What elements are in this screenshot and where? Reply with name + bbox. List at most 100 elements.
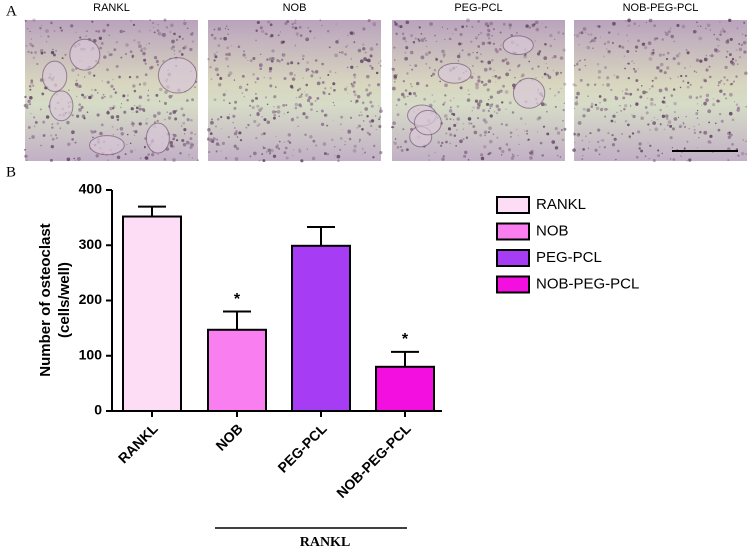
cell xyxy=(138,30,141,33)
cell xyxy=(433,68,437,72)
cell xyxy=(547,75,552,80)
cell xyxy=(727,159,730,162)
cell xyxy=(524,130,526,132)
osteoclast xyxy=(157,57,198,94)
cell xyxy=(247,123,249,125)
cell xyxy=(261,116,263,118)
cell xyxy=(449,99,452,102)
cell xyxy=(491,35,493,37)
cell xyxy=(656,37,659,40)
cell xyxy=(299,94,303,98)
cell xyxy=(76,85,79,88)
cell xyxy=(305,67,309,72)
cell xyxy=(234,127,236,129)
cell xyxy=(137,41,141,45)
cell xyxy=(163,157,167,161)
cell xyxy=(352,148,357,153)
cell xyxy=(414,64,418,68)
cell xyxy=(71,114,74,117)
cell xyxy=(291,23,294,26)
cell xyxy=(573,107,575,110)
cell xyxy=(101,80,103,82)
cell xyxy=(535,21,537,23)
y-tick-label: 300 xyxy=(79,236,103,252)
cell xyxy=(535,77,537,79)
cell xyxy=(709,29,712,31)
cell xyxy=(586,108,591,113)
cell xyxy=(347,129,349,131)
cell xyxy=(563,127,567,131)
cell xyxy=(102,93,105,96)
cell xyxy=(719,30,723,34)
cell xyxy=(306,61,309,64)
cell xyxy=(86,111,89,114)
cell xyxy=(26,159,28,161)
cell xyxy=(441,49,445,54)
cell xyxy=(595,106,600,111)
cell xyxy=(559,156,562,158)
cell xyxy=(448,109,453,113)
cell xyxy=(575,84,577,87)
cell xyxy=(683,147,686,150)
cell xyxy=(494,48,498,52)
cell xyxy=(467,52,471,57)
cell xyxy=(41,92,45,96)
cell xyxy=(420,38,425,43)
cell xyxy=(280,31,282,33)
cell xyxy=(374,115,377,117)
cell xyxy=(164,118,166,121)
cell xyxy=(486,42,489,44)
cell xyxy=(425,84,429,87)
cell xyxy=(263,146,266,150)
cell xyxy=(267,148,272,153)
cell xyxy=(674,111,676,113)
cell xyxy=(278,140,281,143)
micrograph xyxy=(206,19,383,163)
cell xyxy=(298,87,302,91)
cell xyxy=(120,56,123,59)
cell xyxy=(423,97,427,101)
cell xyxy=(166,111,169,113)
cell xyxy=(590,40,593,42)
cell xyxy=(249,114,252,116)
cell xyxy=(480,53,482,55)
cell xyxy=(626,50,630,53)
cell xyxy=(359,59,364,64)
cell xyxy=(663,96,666,99)
cell xyxy=(97,30,101,33)
cell xyxy=(561,138,565,142)
cell xyxy=(186,118,190,122)
cell xyxy=(651,120,653,122)
cell xyxy=(33,116,36,119)
cell xyxy=(316,110,318,113)
cell xyxy=(40,144,42,147)
cell xyxy=(254,96,258,100)
cell xyxy=(396,145,400,149)
cell xyxy=(328,46,331,49)
cell xyxy=(254,92,257,95)
cell xyxy=(146,94,150,97)
image-title: NOB xyxy=(283,2,307,14)
cell xyxy=(742,40,747,45)
cell xyxy=(664,31,667,33)
cell xyxy=(409,64,411,66)
cell xyxy=(337,159,340,163)
osteoclast xyxy=(49,90,74,122)
cell xyxy=(535,27,540,32)
cell xyxy=(306,148,308,150)
cell xyxy=(433,100,436,103)
cell xyxy=(252,73,255,76)
legend-label: RANKL xyxy=(536,196,586,213)
cell xyxy=(625,88,628,92)
cell xyxy=(304,133,307,137)
cell xyxy=(107,159,109,161)
cell xyxy=(305,37,310,42)
cell xyxy=(544,103,547,106)
cell xyxy=(126,94,129,97)
cell xyxy=(180,125,183,127)
cell xyxy=(584,64,587,67)
cell xyxy=(328,70,332,73)
cell xyxy=(542,125,546,128)
cell xyxy=(658,53,663,57)
cell xyxy=(210,120,214,125)
